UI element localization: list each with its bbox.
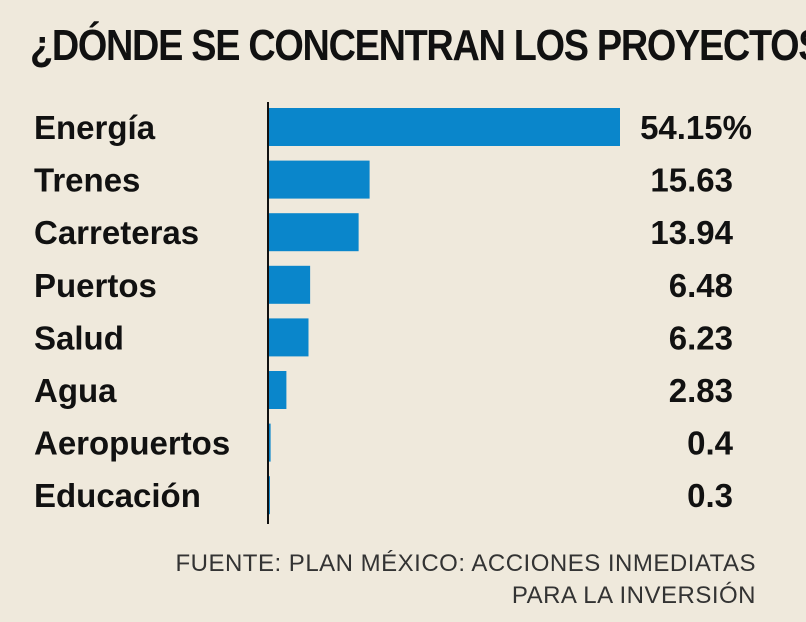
- value-label: 0.4: [687, 425, 734, 462]
- bar: [268, 371, 287, 409]
- category-label: Carreteras: [34, 214, 199, 251]
- value-label: 54.15%: [640, 109, 752, 146]
- value-label: 13.94: [650, 214, 733, 251]
- bar: [268, 265, 311, 304]
- value-labels: 54.15% 15.63 13.94 6.48 6.23 2.83 0.4 0.3: [640, 109, 752, 514]
- value-label: 2.83: [669, 372, 733, 409]
- bar: [268, 318, 309, 357]
- category-label: Puertos: [34, 267, 157, 304]
- category-label: Salud: [34, 319, 124, 356]
- bars: [268, 108, 620, 515]
- bar: [268, 108, 620, 146]
- category-labels: Energía Trenes Carreteras Puertos Salud Agua A…: [34, 109, 230, 514]
- bar: [268, 213, 359, 252]
- chart-title: ¿DÓNDE SE CONCENTRAN LOS PROYECTOS?: [30, 21, 806, 70]
- value-label: 15.63: [650, 162, 733, 199]
- category-label: Aeropuertos: [34, 425, 230, 462]
- category-label: Agua: [34, 372, 117, 409]
- value-label: 0.3: [687, 477, 733, 514]
- source-line-1: FUENTE: PLAN MÉXICO: ACCIONES INMEDIATAS: [175, 550, 756, 577]
- source-line-2: PARA LA INVERSIÓN: [511, 582, 756, 609]
- bar: [268, 423, 271, 462]
- category-label: Trenes: [34, 162, 140, 199]
- category-label: Educación: [34, 477, 201, 514]
- bar: [268, 160, 370, 199]
- category-label: Energía: [34, 109, 156, 146]
- source-note: FUENTE: PLAN MÉXICO: ACCIONES INMEDIATAS…: [175, 548, 756, 612]
- value-label: 6.23: [669, 319, 733, 356]
- bar-chart: Energía Trenes Carreteras Puertos Salud Agua A…: [34, 102, 752, 524]
- value-label: 6.48: [669, 267, 733, 304]
